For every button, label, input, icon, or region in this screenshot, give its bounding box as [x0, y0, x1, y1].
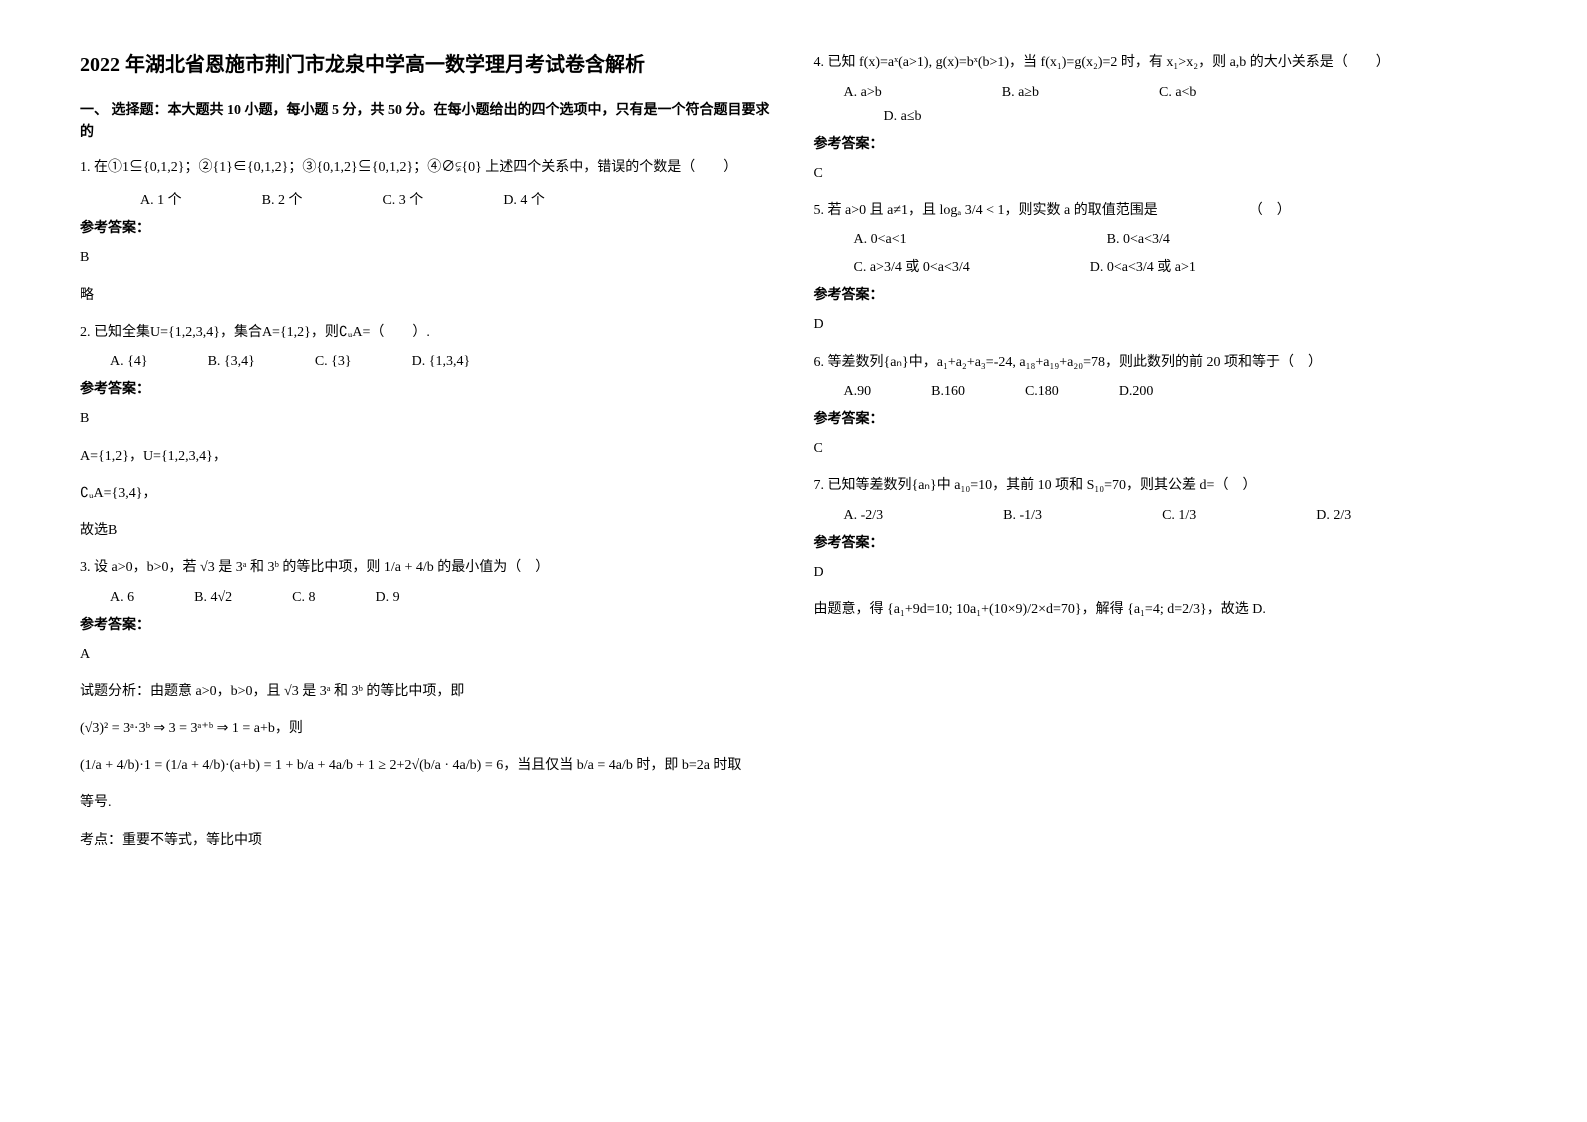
q1-options: A. 1 个 B. 2 个 C. 3 个 D. 4 个	[140, 189, 774, 209]
q3-answer-label: 参考答案：	[80, 614, 774, 634]
q4-answer-label: 参考答案：	[814, 133, 1508, 153]
q4-options-row2: D. a≤b	[844, 109, 1508, 125]
q2-optA: A. {4}	[110, 354, 148, 370]
q7-stem: 7. 已知等差数列{aₙ}中 a₁₀=10，其前 10 项和 S₁₀=70，则其…	[814, 473, 1508, 500]
q3-analysis1: 试题分析：由题意 a>0，b>0，且 √3 是 3ᵃ 和 3ᵇ 的等比中项，即	[80, 679, 774, 704]
q5-optD: D. 0<a<3/4 或 a>1	[1090, 256, 1196, 276]
q3-optA: A. 6	[110, 590, 134, 606]
q3-answer: A	[80, 642, 774, 667]
q7-optB: B. -1/3	[1003, 508, 1042, 524]
q3-analysis3: (1/a + 4/b)·1 = (1/a + 4/b)·(a+b) = 1 + …	[80, 753, 774, 778]
q2-line1: A={1,2}，U={1,2,3,4}，	[80, 444, 774, 469]
q1-omit: 略	[80, 283, 774, 308]
q2-answer-label: 参考答案：	[80, 378, 774, 398]
q5-options-row2: C. a>3/4 或 0<a<3/4 D. 0<a<3/4 或 a>1	[854, 256, 1508, 276]
q7-options: A. -2/3 B. -1/3 C. 1/3 D. 2/3	[844, 508, 1508, 524]
q1-answer-label: 参考答案：	[80, 217, 774, 237]
q4-optB: B. a≥b	[1002, 85, 1039, 101]
q6-stem: 6. 等差数列{aₙ}中，a₁+a₂+a₃=-24, a₁₈+a₁₉+a₂₀=7…	[814, 350, 1508, 377]
q2-stem: 2. 已知全集U={1,2,3,4}，集合A={1,2}，则∁ᵤA=（ ）.	[80, 320, 774, 347]
q7-answer: D	[814, 560, 1508, 585]
q7-analysis: 由题意，得 {a₁+9d=10; 10a₁+(10×9)/2×d=70}，解得 …	[814, 597, 1508, 622]
q2-optD: D. {1,3,4}	[412, 354, 471, 370]
q6-answer: C	[814, 436, 1508, 461]
q4-optD: D. a≤b	[884, 109, 922, 125]
q2-line2: ∁ᵤA={3,4}，	[80, 481, 774, 506]
q5-stem: 5. 若 a>0 且 a≠1，且 logₐ 3/4 < 1，则实数 a 的取值范…	[814, 198, 1508, 225]
section-one-header: 一、 选择题：本大题共 10 小题，每小题 5 分，共 50 分。在每小题给出的…	[80, 100, 774, 145]
q4-optA: A. a>b	[844, 85, 882, 101]
q3-analysis2: (√3)² = 3ᵃ·3ᵇ ⇒ 3 = 3ᵃ⁺ᵇ ⇒ 1 = a+b，则	[80, 716, 774, 741]
q2-line3: 故选B	[80, 518, 774, 543]
q1-optB: B. 2 个	[262, 189, 303, 209]
q7-optD: D. 2/3	[1316, 508, 1351, 524]
right-column: 4. 已知 f(x)=aˣ(a>1), g(x)=bˣ(b>1)，当 f(x₁)…	[794, 50, 1528, 1072]
q6-optA: A.90	[844, 384, 872, 400]
q3-stem: 3. 设 a>0，b>0，若 √3 是 3ᵃ 和 3ᵇ 的等比中项，则 1/a …	[80, 555, 774, 582]
q1-optD: D. 4 个	[503, 189, 545, 209]
q6-answer-label: 参考答案：	[814, 408, 1508, 428]
q5-answer: D	[814, 312, 1508, 337]
q1-stem: 1. 在①1⊆{0,1,2}；②{1}∈{0,1,2}；③{0,1,2}⊆{0,…	[80, 155, 774, 182]
q5-optB: B. 0<a<3/4	[1107, 232, 1170, 248]
q6-optB: B.160	[931, 384, 965, 400]
q4-optC: C. a<b	[1159, 85, 1196, 101]
q3-optC: C. 8	[292, 590, 315, 606]
q5-optC: C. a>3/4 或 0<a<3/4	[854, 256, 970, 276]
q3-analysis5: 考点：重要不等式，等比中项	[80, 828, 774, 853]
q7-optA: A. -2/3	[844, 508, 884, 524]
q1-optC: C. 3 个	[382, 189, 423, 209]
q3-optD: D. 9	[376, 590, 400, 606]
q6-options: A.90 B.160 C.180 D.200	[844, 384, 1508, 400]
q4-options-row1: A. a>b B. a≥b C. a<b	[844, 85, 1508, 101]
q6-optD: D.200	[1119, 384, 1154, 400]
left-column: 2022 年湖北省恩施市荆门市龙泉中学高一数学理月考试卷含解析 一、 选择题：本…	[60, 50, 794, 1072]
q3-optB: B. 4√2	[194, 590, 232, 606]
q2-optB: B. {3,4}	[208, 354, 255, 370]
q2-answer: B	[80, 406, 774, 431]
q1-answer: B	[80, 245, 774, 270]
q5-answer-label: 参考答案：	[814, 284, 1508, 304]
q3-options: A. 6 B. 4√2 C. 8 D. 9	[110, 590, 774, 606]
q2-optC: C. {3}	[315, 354, 352, 370]
q7-optC: C. 1/3	[1162, 508, 1196, 524]
exam-title: 2022 年湖北省恩施市荆门市龙泉中学高一数学理月考试卷含解析	[80, 50, 774, 80]
q5-options-row1: A. 0<a<1 B. 0<a<3/4	[854, 232, 1508, 248]
q3-analysis4: 等号.	[80, 790, 774, 815]
q1-optA: A. 1 个	[140, 189, 182, 209]
q4-stem: 4. 已知 f(x)=aˣ(a>1), g(x)=bˣ(b>1)，当 f(x₁)…	[814, 50, 1508, 77]
q2-options: A. {4} B. {3,4} C. {3} D. {1,3,4}	[110, 354, 774, 370]
q4-answer: C	[814, 161, 1508, 186]
q7-answer-label: 参考答案：	[814, 532, 1508, 552]
q5-optA: A. 0<a<1	[854, 232, 907, 248]
q6-optC: C.180	[1025, 384, 1059, 400]
